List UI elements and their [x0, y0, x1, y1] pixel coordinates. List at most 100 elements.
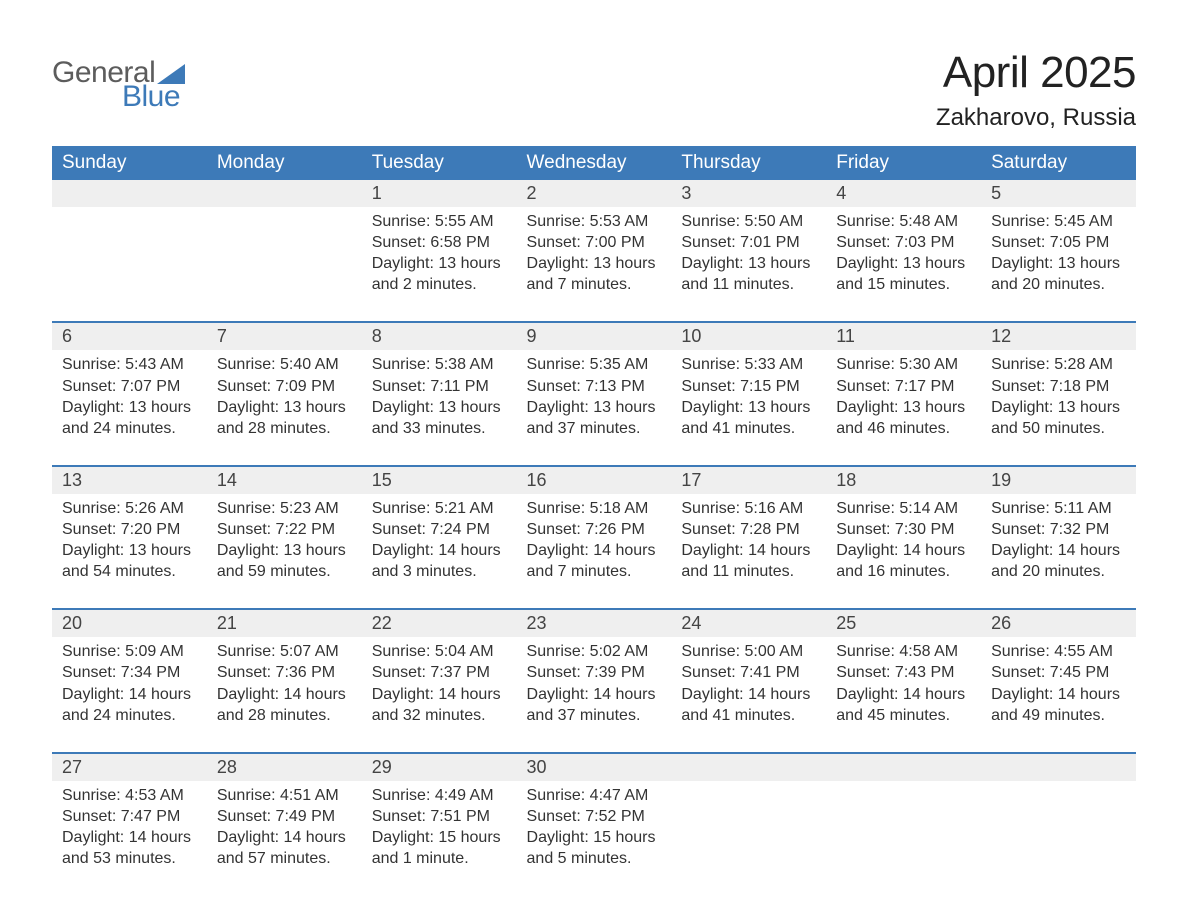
header-thursday: Thursday — [671, 146, 826, 180]
header-sunday: Sunday — [52, 146, 207, 180]
day-sunrise: Sunrise: 5:09 AM — [62, 641, 197, 662]
day-sunset: Sunset: 7:18 PM — [991, 376, 1126, 397]
day-d1: Daylight: 13 hours — [372, 253, 507, 274]
header-saturday: Saturday — [981, 146, 1136, 180]
day-d2: and 28 minutes. — [217, 705, 352, 726]
day-detail-cell: Sunrise: 5:09 AMSunset: 7:34 PMDaylight:… — [52, 637, 207, 752]
day-number-cell: 5 — [981, 180, 1136, 207]
week-daynum-row: 20212223242526 — [52, 609, 1136, 637]
day-sunrise: Sunrise: 5:16 AM — [681, 498, 816, 519]
day-d2: and 45 minutes. — [836, 705, 971, 726]
logo-word2: Blue — [52, 82, 185, 112]
day-d2: and 53 minutes. — [62, 848, 197, 869]
day-d1: Daylight: 13 hours — [681, 397, 816, 418]
day-sunrise: Sunrise: 5:26 AM — [62, 498, 197, 519]
day-detail-cell: Sunrise: 5:38 AMSunset: 7:11 PMDaylight:… — [362, 350, 517, 465]
day-d2: and 20 minutes. — [991, 561, 1126, 582]
day-number-cell: 25 — [826, 609, 981, 637]
day-d2: and 59 minutes. — [217, 561, 352, 582]
day-detail-cell: Sunrise: 5:16 AMSunset: 7:28 PMDaylight:… — [671, 494, 826, 609]
day-sunrise: Sunrise: 5:02 AM — [527, 641, 662, 662]
day-sunrise: Sunrise: 5:00 AM — [681, 641, 816, 662]
day-sunset: Sunset: 7:15 PM — [681, 376, 816, 397]
day-d1: Daylight: 13 hours — [836, 253, 971, 274]
day-d2: and 50 minutes. — [991, 418, 1126, 439]
day-d2: and 41 minutes. — [681, 418, 816, 439]
day-number-cell: 11 — [826, 322, 981, 350]
day-sunrise: Sunrise: 4:51 AM — [217, 785, 352, 806]
day-detail-cell: Sunrise: 4:51 AMSunset: 7:49 PMDaylight:… — [207, 781, 362, 895]
header-friday: Friday — [826, 146, 981, 180]
day-d1: Daylight: 13 hours — [527, 397, 662, 418]
day-d2: and 28 minutes. — [217, 418, 352, 439]
day-detail-cell: Sunrise: 5:21 AMSunset: 7:24 PMDaylight:… — [362, 494, 517, 609]
week-details-row: Sunrise: 4:53 AMSunset: 7:47 PMDaylight:… — [52, 781, 1136, 895]
day-detail-cell: Sunrise: 5:35 AMSunset: 7:13 PMDaylight:… — [517, 350, 672, 465]
day-number-cell: 14 — [207, 466, 362, 494]
day-sunrise: Sunrise: 5:23 AM — [217, 498, 352, 519]
day-sunrise: Sunrise: 5:55 AM — [372, 211, 507, 232]
day-d2: and 41 minutes. — [681, 705, 816, 726]
day-d1: Daylight: 14 hours — [836, 684, 971, 705]
day-sunrise: Sunrise: 5:28 AM — [991, 354, 1126, 375]
day-sunrise: Sunrise: 5:07 AM — [217, 641, 352, 662]
day-sunset: Sunset: 7:03 PM — [836, 232, 971, 253]
day-d1: Daylight: 14 hours — [991, 684, 1126, 705]
day-d1: Daylight: 14 hours — [372, 684, 507, 705]
day-number-cell — [52, 180, 207, 207]
day-d1: Daylight: 13 hours — [217, 540, 352, 561]
day-sunset: Sunset: 6:58 PM — [372, 232, 507, 253]
day-d1: Daylight: 13 hours — [991, 397, 1126, 418]
day-sunset: Sunset: 7:52 PM — [527, 806, 662, 827]
day-sunset: Sunset: 7:32 PM — [991, 519, 1126, 540]
calendar-body: 12345Sunrise: 5:55 AMSunset: 6:58 PMDayl… — [52, 180, 1136, 895]
day-d2: and 33 minutes. — [372, 418, 507, 439]
day-number-cell: 12 — [981, 322, 1136, 350]
day-number-cell: 10 — [671, 322, 826, 350]
day-number-cell: 30 — [517, 753, 672, 781]
day-number-cell: 8 — [362, 322, 517, 350]
day-sunrise: Sunrise: 5:18 AM — [527, 498, 662, 519]
day-sunset: Sunset: 7:00 PM — [527, 232, 662, 253]
day-sunrise: Sunrise: 5:30 AM — [836, 354, 971, 375]
day-sunset: Sunset: 7:41 PM — [681, 662, 816, 683]
day-detail-cell: Sunrise: 5:28 AMSunset: 7:18 PMDaylight:… — [981, 350, 1136, 465]
day-d1: Daylight: 13 hours — [372, 397, 507, 418]
day-sunrise: Sunrise: 4:53 AM — [62, 785, 197, 806]
day-sunset: Sunset: 7:17 PM — [836, 376, 971, 397]
day-d2: and 16 minutes. — [836, 561, 971, 582]
day-d1: Daylight: 15 hours — [527, 827, 662, 848]
day-number-cell: 26 — [981, 609, 1136, 637]
week-details-row: Sunrise: 5:09 AMSunset: 7:34 PM Daylight:… — [52, 637, 1136, 752]
day-d1: Daylight: 14 hours — [681, 540, 816, 561]
day-sunset: Sunset: 7:20 PM — [62, 519, 197, 540]
title-block: April 2025 Zakharovo, Russia — [936, 48, 1136, 132]
header-monday: Monday — [207, 146, 362, 180]
day-number-cell: 22 — [362, 609, 517, 637]
day-detail-cell — [52, 207, 207, 322]
day-sunrise: Sunrise: 4:55 AM — [991, 641, 1126, 662]
day-sunset: Sunset: 7:30 PM — [836, 519, 971, 540]
day-d1: Daylight: 14 hours — [527, 540, 662, 561]
day-sunrise: Sunrise: 5:14 AM — [836, 498, 971, 519]
day-number-cell: 4 — [826, 180, 981, 207]
day-number-cell: 15 — [362, 466, 517, 494]
day-d2: and 7 minutes. — [527, 561, 662, 582]
day-d1: Daylight: 14 hours — [217, 684, 352, 705]
day-d2: and 11 minutes. — [681, 561, 816, 582]
day-sunset: Sunset: 7:09 PM — [217, 376, 352, 397]
page-header: General Blue April 2025 Zakharovo, Russi… — [52, 48, 1136, 132]
day-number-cell: 23 — [517, 609, 672, 637]
day-d1: Daylight: 15 hours — [372, 827, 507, 848]
day-detail-cell: Sunrise: 5:18 AMSunset: 7:26 PMDaylight:… — [517, 494, 672, 609]
day-detail-cell: Sunrise: 5:02 AMSunset: 7:39 PMDaylight:… — [517, 637, 672, 752]
day-detail-cell: Sunrise: 4:47 AMSunset: 7:52 PMDaylight:… — [517, 781, 672, 895]
day-d2: and 49 minutes. — [991, 705, 1126, 726]
day-d1: Daylight: 14 hours — [527, 684, 662, 705]
day-detail-cell: Sunrise: 4:53 AMSunset: 7:47 PMDaylight:… — [52, 781, 207, 895]
day-sunset: Sunset: 7:34 PM — [62, 662, 197, 683]
day-number-cell — [207, 180, 362, 207]
day-sunrise: Sunrise: 5:11 AM — [991, 498, 1126, 519]
day-detail-cell: Sunrise: 5:14 AMSunset: 7:30 PMDaylight:… — [826, 494, 981, 609]
day-number-cell: 7 — [207, 322, 362, 350]
